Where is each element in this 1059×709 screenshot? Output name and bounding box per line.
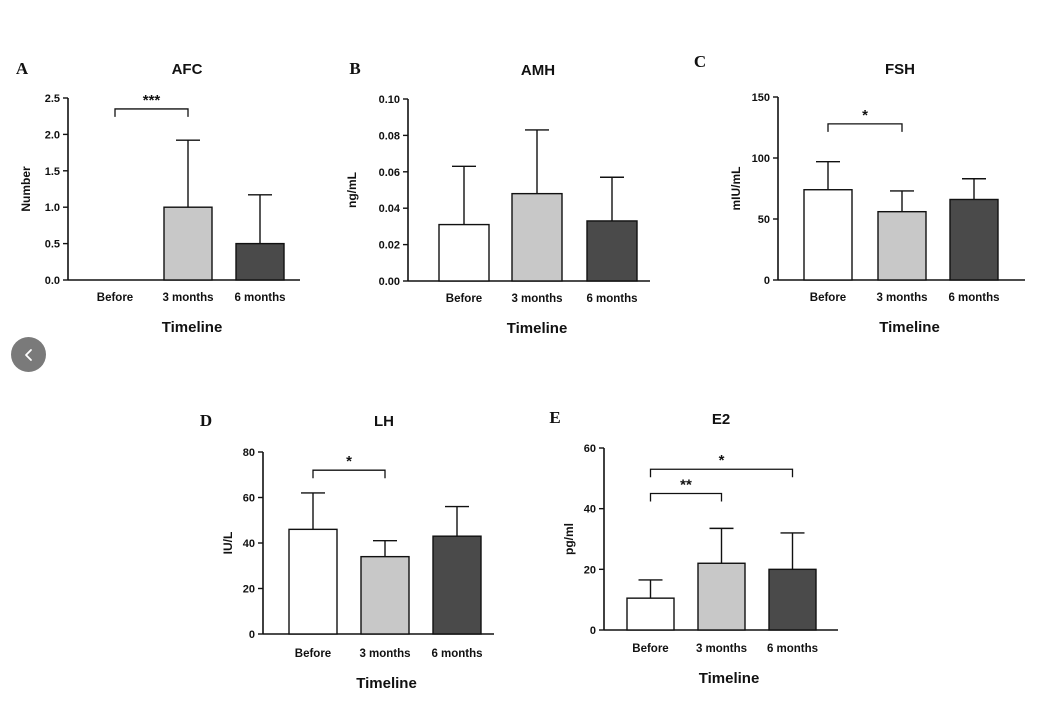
- bar: [432, 535, 482, 635]
- chart-amh: B AMH 0.00 0.02 0.04 0.06 0.08 0.10 ng/mL Before 3…: [345, 59, 650, 337]
- y-tick-label: 60: [243, 493, 255, 505]
- panel-letter: E: [549, 408, 560, 427]
- x-tick-label: 3 months: [359, 648, 410, 660]
- y-axis-title: mIU/mL: [729, 166, 743, 210]
- y-tick-label: 0.06: [379, 167, 400, 179]
- chart-title: AFC: [172, 61, 203, 78]
- bar: [949, 198, 999, 281]
- y-tick-label: 1.0: [45, 202, 60, 214]
- x-tick-label: 6 months: [234, 292, 285, 304]
- x-tick-label: Before: [632, 643, 668, 655]
- y-tick-label: 40: [584, 504, 596, 516]
- y-axis-title: pg/ml: [562, 523, 576, 555]
- bar: [438, 223, 490, 282]
- bar: [511, 192, 563, 282]
- x-axis-title: Timeline: [356, 675, 417, 692]
- y-tick-label: 40: [243, 538, 255, 550]
- y-tick-label: 20: [243, 584, 255, 596]
- bar: [288, 528, 338, 635]
- x-tick-label: Before: [97, 292, 133, 304]
- y-tick-label: 0.04: [379, 203, 401, 215]
- chart-afc: A AFC 0.0 0.5 1.0 1.5 2.0 2.5 Number Before 3 mont…: [16, 59, 300, 336]
- y-tick-label: 50: [758, 214, 770, 226]
- significance-bracket: [312, 469, 386, 479]
- chart-e2: E E2 0 20 40 60 pg/ml Before 3 months 6 months Tim…: [549, 408, 838, 687]
- x-tick-label: 6 months: [948, 292, 999, 304]
- x-tick-label: Before: [295, 648, 331, 660]
- y-tick-label: 0.10: [379, 94, 400, 106]
- y-tick-label: 20: [584, 564, 596, 576]
- x-axis-title: Timeline: [879, 319, 940, 336]
- significance-label: *: [346, 453, 352, 470]
- chart-title: LH: [374, 413, 394, 430]
- chart-lh: D LH 0 20 40 60 80 IU/L Before 3 months 6 months Ti…: [200, 411, 494, 692]
- bar: [877, 210, 927, 281]
- y-tick-label: 60: [584, 443, 596, 455]
- x-tick-label: 6 months: [767, 643, 818, 655]
- chart-title: FSH: [885, 61, 915, 78]
- x-tick-label: Before: [810, 292, 846, 304]
- x-tick-label: 3 months: [511, 293, 562, 305]
- y-tick-label: 0.5: [45, 239, 60, 251]
- y-tick-label: 0: [590, 625, 596, 637]
- y-tick-label: 2.0: [45, 129, 60, 141]
- bar: [163, 206, 213, 281]
- y-axis-title: Number: [19, 166, 33, 212]
- y-tick-label: 0.02: [379, 240, 400, 252]
- x-tick-label: 6 months: [431, 648, 482, 660]
- x-tick-label: 3 months: [696, 643, 747, 655]
- bar: [586, 220, 638, 282]
- y-tick-label: 150: [752, 92, 770, 104]
- x-axis-title: Timeline: [162, 319, 223, 336]
- significance-label: *: [862, 107, 868, 124]
- x-tick-label: Before: [446, 293, 482, 305]
- significance-label: **: [680, 477, 692, 494]
- bar: [697, 562, 746, 631]
- x-tick-label: 3 months: [162, 292, 213, 304]
- x-axis-title: Timeline: [699, 670, 760, 687]
- significance-bracket: [649, 468, 794, 478]
- x-tick-label: 6 months: [586, 293, 637, 305]
- significance-label: *: [719, 452, 725, 469]
- y-tick-label: 0.0: [45, 275, 60, 287]
- significance-bracket: [649, 492, 723, 502]
- y-tick-label: 0.08: [379, 130, 400, 142]
- significance-label: ***: [143, 92, 161, 109]
- significance-bracket: [114, 108, 189, 117]
- y-tick-label: 0.00: [379, 276, 400, 288]
- bar: [626, 597, 675, 631]
- chevron-left-icon: [24, 348, 32, 361]
- chart-fsh: C FSH 0 50 100 150 mIU/mL Before 3 months 6 month…: [694, 52, 1025, 336]
- y-tick-label: 0: [764, 275, 770, 287]
- bar: [768, 568, 817, 631]
- panel-letter: B: [349, 59, 360, 78]
- y-tick-label: 0: [249, 629, 255, 641]
- y-tick-label: 2.5: [45, 93, 60, 105]
- chart-title: E2: [712, 411, 730, 428]
- x-tick-label: 3 months: [876, 292, 927, 304]
- chart-title: AMH: [521, 62, 555, 79]
- x-axis-title: Timeline: [507, 320, 568, 337]
- y-tick-label: 80: [243, 447, 255, 459]
- y-axis-title: ng/mL: [345, 172, 359, 208]
- panel-letter: C: [694, 52, 706, 71]
- bar: [360, 555, 410, 635]
- panel-letter: D: [200, 411, 212, 430]
- y-tick-label: 1.5: [45, 166, 60, 178]
- bar: [803, 189, 853, 281]
- previous-button[interactable]: [11, 337, 46, 372]
- panel-letter: A: [16, 59, 29, 78]
- significance-bracket: [827, 123, 903, 132]
- bar: [235, 242, 285, 281]
- y-tick-label: 100: [752, 153, 770, 165]
- y-axis-title: IU/L: [221, 532, 235, 555]
